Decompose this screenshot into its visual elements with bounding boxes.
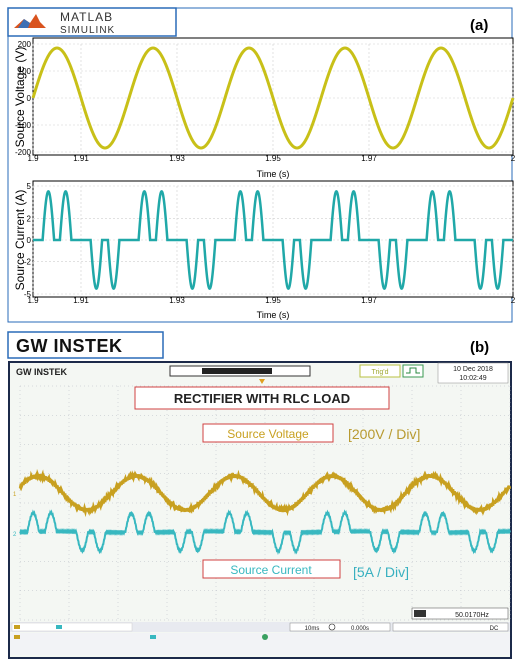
simulink-logo-text: SIMULINK (60, 25, 115, 36)
x-tick-label: 2 (511, 154, 516, 163)
x-tick-label: 1.9 (27, 154, 39, 163)
trigger-status-box (359, 364, 401, 378)
voltage-label-box: Source Voltage (202, 423, 334, 443)
scope-time: 10:02:49 (459, 375, 486, 382)
svg-text:Source Voltage: Source Voltage (227, 427, 309, 441)
ch2-marker: 2 (13, 532, 17, 538)
voltage-scale-text: [200V / Div] (348, 426, 420, 442)
source-current-plot: 5 2 0 -2 -5 1.9 1.91 1.93 1.95 1.97 2 Source Curr… (13, 180, 516, 320)
y-tick-label: 0 (27, 94, 32, 103)
current-x-axis-label: Time (s) (257, 310, 290, 320)
panel-b-label: (b) (470, 339, 489, 356)
matlab-logo: MATLAB SIMULINK (7, 7, 177, 37)
y-tick-label: -100 (15, 121, 32, 130)
x-tick-label: 1.97 (361, 154, 377, 163)
source-voltage-line (31, 46, 515, 150)
trigger-source-readout: DC (490, 626, 499, 632)
x-tick-label: 2 (511, 296, 516, 305)
trigger-position-marker (259, 379, 265, 384)
datetime-box (437, 362, 509, 384)
y-tick-label: 200 (18, 40, 32, 49)
scope-title-box: RECTIFIER WITH RLC LOAD (134, 386, 390, 410)
scope-footer: 10ms 0.000s DC (10, 622, 510, 655)
oscilloscope-panel: GW INSTEK (b) GW INSTEK Trig'd 10 Dec 20… (7, 331, 512, 659)
y-tick-label: 2 (27, 214, 32, 223)
svg-text:50.0170Hz: 50.0170Hz (455, 612, 489, 619)
x-tick-label: 1.93 (169, 154, 185, 163)
y-tick-label: 100 (18, 67, 32, 76)
trigger-position-readout: 0.000s (351, 626, 369, 632)
x-tick-label: 1.93 (169, 296, 185, 305)
svg-text:GW INSTEK: GW INSTEK (16, 336, 123, 356)
scope-current-trace (19, 509, 511, 555)
ch1-marker: 1 (13, 492, 17, 498)
timebase-readout: 10ms (305, 626, 320, 632)
y-tick-label: 0 (27, 236, 32, 245)
y-tick-label: -2 (24, 258, 32, 267)
x-tick-label: 1.91 (73, 296, 89, 305)
frequency-readout: 50.0170Hz (411, 607, 509, 620)
svg-text:RECTIFIER WITH RLC LOAD: RECTIFIER WITH RLC LOAD (174, 391, 350, 406)
x-tick-label: 1.91 (73, 154, 89, 163)
x-tick-label: 1.95 (265, 296, 281, 305)
current-scale-text: [5A / Div] (353, 564, 409, 580)
x-tick-label: 1.97 (361, 296, 377, 305)
matlab-logo-text: MATLAB (60, 10, 113, 24)
svg-text:Source Current: Source Current (230, 563, 312, 577)
scope-voltage-trace (18, 468, 512, 518)
source-voltage-plot: 200 100 0 -100 -200 1.9 1.91 1.93 1.95 1.97 2 Sou… (13, 37, 516, 179)
gwinstek-logo: GW INSTEK (7, 331, 164, 359)
panel-a-label: (a) (470, 17, 488, 34)
current-y-axis-label: Source Current (A) (13, 190, 27, 291)
scope-header: GW INSTEK Trig'd 10 Dec 2018 10:02:49 (16, 362, 509, 384)
trigger-status: Trig'd (371, 369, 388, 376)
y-tick-label: -200 (15, 148, 32, 157)
voltage-y-axis-label: Source Voltage (V) (13, 47, 27, 148)
source-current-line (33, 189, 513, 291)
y-tick-label: -5 (24, 290, 32, 299)
scope-brand: GW INSTEK (16, 367, 67, 377)
current-label-box: Source Current (202, 559, 341, 579)
voltage-x-axis-label: Time (s) (257, 169, 290, 179)
scope-date: 10 Dec 2018 (453, 366, 493, 373)
x-tick-label: 1.95 (265, 154, 281, 163)
x-tick-label: 1.9 (27, 296, 39, 305)
y-tick-label: 5 (27, 182, 32, 191)
